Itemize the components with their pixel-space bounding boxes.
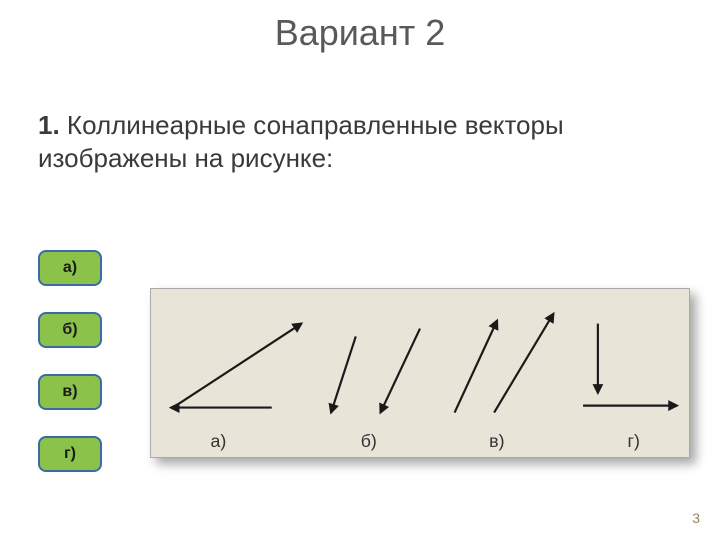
question-text: 1. Коллинеарные сонаправленные векторы и… [0,54,720,174]
answer-option-b[interactable]: б) [38,312,102,348]
svg-text:б): б) [361,431,377,451]
answer-option-a[interactable]: а) [38,250,102,286]
page-title: Вариант 2 [0,0,720,54]
answer-option-v[interactable]: в) [38,374,102,410]
answer-list: а) б) в) г) [38,250,102,498]
svg-text:а): а) [210,431,226,451]
svg-text:г): г) [628,431,640,451]
answer-option-g[interactable]: г) [38,436,102,472]
svg-text:в): в) [489,431,504,451]
vector-diagram: а) б) в) г) [151,289,689,457]
page-number: 3 [692,510,700,526]
vector-figure: а) б) в) г) [150,288,690,458]
question-number: 1. [38,110,60,140]
question-body: Коллинеарные сонаправленные векторы изоб… [38,110,564,173]
